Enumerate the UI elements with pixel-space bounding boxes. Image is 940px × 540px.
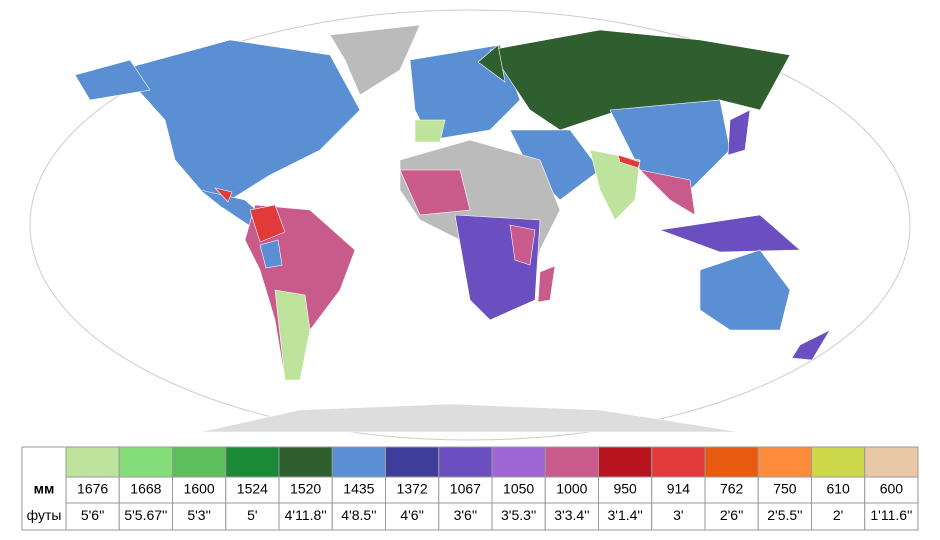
- gauge-feet: 3'6'': [454, 507, 478, 523]
- color-swatch: [864, 446, 919, 478]
- cell: [864, 502, 919, 531]
- cell: [704, 476, 759, 504]
- greenland: [329, 24, 421, 96]
- gauge-mm: 610: [826, 481, 850, 497]
- color-swatch: [225, 446, 280, 478]
- madagascar: [537, 265, 556, 303]
- cell: [544, 502, 599, 531]
- row-label: футы: [27, 507, 62, 523]
- cell: [278, 502, 333, 531]
- color-swatch: [598, 446, 653, 478]
- color-swatch: [811, 446, 866, 478]
- cell: [118, 476, 173, 504]
- color-swatch: [65, 446, 120, 478]
- colombia: [249, 204, 286, 243]
- legend-table: мм футы 1676 5'6'' 1668 5'5.67'' 1600 5'3'' 1524…: [21, 446, 919, 531]
- gauge-mm: 1067: [450, 481, 481, 497]
- gauge-mm: 1600: [184, 481, 215, 497]
- world-map: [29, 9, 911, 441]
- cell: [864, 476, 919, 504]
- cell: [65, 502, 120, 531]
- australia: [699, 249, 791, 331]
- gauge-mm: 600: [880, 481, 904, 497]
- region: [259, 239, 283, 269]
- cell: [278, 476, 333, 504]
- cell: [225, 502, 280, 531]
- gauge-feet: 1'11.6'': [870, 507, 912, 523]
- gauge-feet: 4'8.5'': [341, 507, 376, 523]
- north-america: [119, 39, 361, 201]
- gauge-feet: 5'6'': [81, 507, 105, 523]
- iberia: [414, 119, 446, 143]
- color-swatch: [757, 446, 812, 478]
- region: [214, 187, 233, 203]
- gauge-mm: 1520: [290, 481, 321, 497]
- cell: [331, 502, 386, 531]
- gauge-mm: 1676: [77, 481, 108, 497]
- gauge-mm: 1372: [397, 481, 428, 497]
- west-africa: [399, 169, 471, 216]
- color-swatch: [438, 446, 493, 478]
- gauge-mm: 1000: [556, 481, 587, 497]
- gauge-feet: 5'5.67'': [124, 507, 167, 523]
- gauge-feet: 5'3'': [187, 507, 211, 523]
- color-swatch: [651, 446, 706, 478]
- gauge-feet: 3': [673, 507, 683, 523]
- color-swatch: [278, 446, 333, 478]
- argentina-chile: [274, 289, 311, 381]
- color-swatch: [331, 446, 386, 478]
- color-swatch: [544, 446, 599, 478]
- color-swatch: [491, 446, 546, 478]
- gauge-feet: 3'3.4'': [554, 507, 589, 523]
- southeast-asia: [639, 169, 696, 216]
- cell: [172, 502, 227, 531]
- color-swatch: [118, 446, 173, 478]
- india: [589, 149, 641, 221]
- japan: [727, 109, 751, 156]
- cell: [331, 476, 386, 504]
- color-swatch: [172, 446, 227, 478]
- color-swatch: [704, 446, 759, 478]
- cell: [544, 476, 599, 504]
- gauge-mm: 1050: [503, 481, 534, 497]
- finland: [477, 44, 506, 83]
- new-zealand: [791, 329, 831, 361]
- gauge-feet: 3'5.3'': [501, 507, 536, 523]
- gauge-feet: 5': [247, 507, 257, 523]
- cell: [704, 502, 759, 531]
- gauge-mm: 750: [773, 481, 797, 497]
- gauge-feet: 2': [833, 507, 843, 523]
- gauge-feet: 2'5.5'': [767, 507, 802, 523]
- gauge-mm: 1435: [343, 481, 374, 497]
- gauge-mm: 914: [667, 481, 691, 497]
- gauge-feet: 2'6'': [720, 507, 744, 523]
- indonesia: [659, 214, 801, 253]
- antarctica: [199, 403, 741, 433]
- gauge-feet: 3'1.4'': [607, 507, 642, 523]
- cell: [598, 476, 653, 504]
- cell: [811, 476, 866, 504]
- gauge-feet: 4'6'': [400, 507, 424, 523]
- cell: [598, 502, 653, 531]
- cell: [757, 502, 812, 531]
- row-label: мм: [34, 481, 55, 497]
- gauge-feet: 4'11.8'': [285, 507, 327, 523]
- east-africa: [509, 224, 536, 266]
- nepal: [617, 154, 641, 169]
- gauge-mm: 950: [613, 481, 637, 497]
- gauge-mm: 1668: [130, 481, 161, 497]
- russia: [489, 29, 791, 131]
- alaska: [74, 59, 151, 101]
- color-swatch: [385, 446, 440, 478]
- gauge-mm: 1524: [237, 481, 268, 497]
- cell: [385, 502, 440, 531]
- gauge-mm: 762: [720, 481, 744, 497]
